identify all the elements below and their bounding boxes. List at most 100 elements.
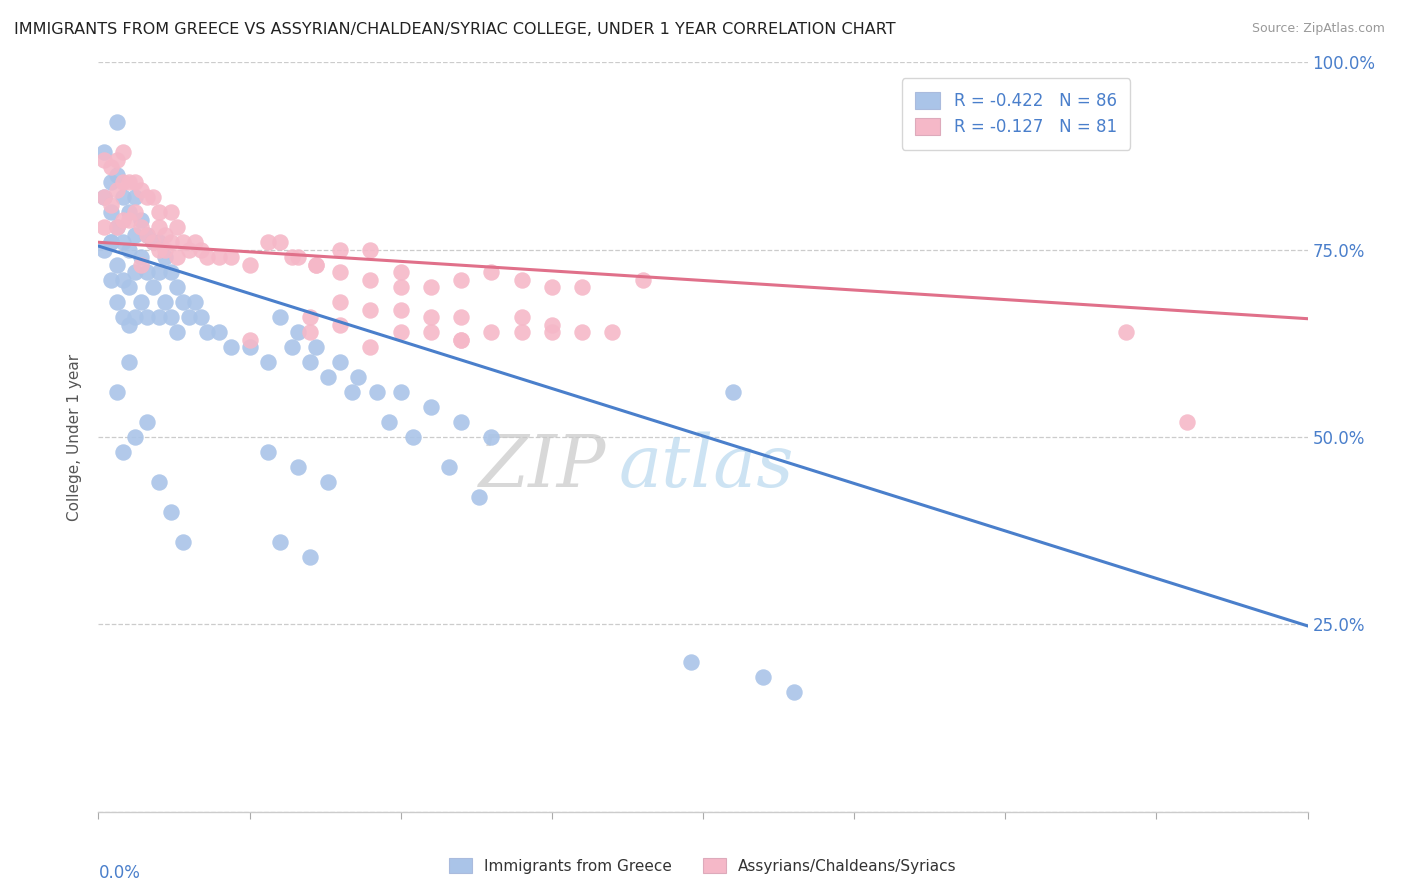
Point — [239, 340, 262, 354]
Point — [208, 250, 231, 264]
Legend: R = -0.422   N = 86, R = -0.127   N = 81: R = -0.422 N = 86, R = -0.127 N = 81 — [901, 78, 1130, 150]
Point — [100, 198, 122, 212]
Text: atlas: atlas — [619, 432, 794, 502]
Point — [752, 670, 775, 684]
Point — [221, 340, 243, 354]
Point — [118, 175, 141, 189]
Point — [111, 310, 134, 325]
Point — [124, 227, 146, 242]
Point — [124, 190, 146, 204]
Point — [135, 310, 157, 325]
Point — [153, 243, 176, 257]
Point — [481, 325, 503, 339]
Point — [105, 168, 128, 182]
Point — [129, 258, 152, 272]
Point — [129, 250, 152, 264]
Point — [135, 265, 157, 279]
Point — [389, 302, 412, 317]
Point — [153, 227, 176, 242]
Point — [305, 258, 328, 272]
Y-axis label: College, Under 1 year: College, Under 1 year — [67, 353, 83, 521]
Point — [481, 430, 503, 444]
Point — [420, 400, 443, 414]
Point — [389, 385, 412, 400]
Point — [366, 385, 388, 400]
Point — [111, 145, 134, 160]
Point — [723, 385, 745, 400]
Point — [135, 190, 157, 204]
Point — [468, 490, 491, 504]
Point — [153, 250, 176, 264]
Point — [93, 190, 115, 204]
Point — [135, 227, 157, 242]
Point — [256, 235, 278, 250]
Point — [111, 175, 134, 189]
Point — [153, 295, 176, 310]
Point — [347, 370, 370, 384]
Point — [184, 295, 207, 310]
Point — [100, 205, 122, 219]
Point — [118, 243, 141, 257]
Point — [142, 190, 165, 204]
Point — [142, 235, 165, 250]
Point — [105, 258, 128, 272]
Point — [360, 273, 382, 287]
Point — [93, 190, 115, 204]
Point — [631, 273, 654, 287]
Point — [195, 250, 218, 264]
Point — [118, 355, 141, 369]
Point — [540, 318, 562, 332]
Point — [1175, 415, 1198, 429]
Point — [269, 310, 291, 325]
Point — [269, 235, 291, 250]
Point — [679, 655, 702, 669]
Point — [93, 153, 115, 167]
Point — [450, 333, 472, 347]
Point — [118, 318, 141, 332]
Point — [783, 685, 806, 699]
Point — [402, 430, 425, 444]
Point — [93, 145, 115, 160]
Point — [124, 310, 146, 325]
Point — [148, 310, 170, 325]
Point — [148, 243, 170, 257]
Point — [93, 243, 115, 257]
Point — [437, 460, 460, 475]
Point — [510, 310, 533, 325]
Point — [124, 265, 146, 279]
Point — [100, 175, 122, 189]
Point — [111, 445, 134, 459]
Point — [105, 153, 128, 167]
Point — [510, 273, 533, 287]
Point — [342, 385, 364, 400]
Point — [105, 183, 128, 197]
Point — [281, 250, 304, 264]
Point — [287, 250, 309, 264]
Point — [148, 475, 170, 489]
Text: ZIP: ZIP — [479, 432, 606, 502]
Point — [166, 325, 188, 339]
Point — [360, 302, 382, 317]
Point — [571, 280, 593, 294]
Point — [166, 280, 188, 294]
Point — [287, 325, 309, 339]
Point — [124, 205, 146, 219]
Point — [184, 235, 207, 250]
Point — [105, 220, 128, 235]
Point — [100, 235, 122, 250]
Point — [118, 212, 141, 227]
Point — [239, 258, 262, 272]
Point — [299, 325, 322, 339]
Point — [221, 250, 243, 264]
Point — [148, 205, 170, 219]
Point — [105, 220, 128, 235]
Point — [329, 243, 352, 257]
Point — [142, 235, 165, 250]
Point — [135, 415, 157, 429]
Point — [148, 265, 170, 279]
Point — [160, 505, 183, 519]
Point — [450, 310, 472, 325]
Point — [179, 243, 201, 257]
Point — [316, 475, 339, 489]
Point — [190, 310, 212, 325]
